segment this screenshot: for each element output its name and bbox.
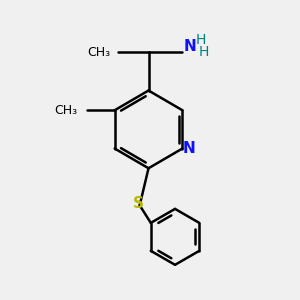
Text: H: H [196,33,206,47]
Text: N: N [184,39,197,54]
Text: CH₃: CH₃ [55,104,78,117]
Text: S: S [133,196,144,211]
Text: N: N [182,141,195,156]
Text: H: H [199,45,209,59]
Text: CH₃: CH₃ [87,46,110,59]
